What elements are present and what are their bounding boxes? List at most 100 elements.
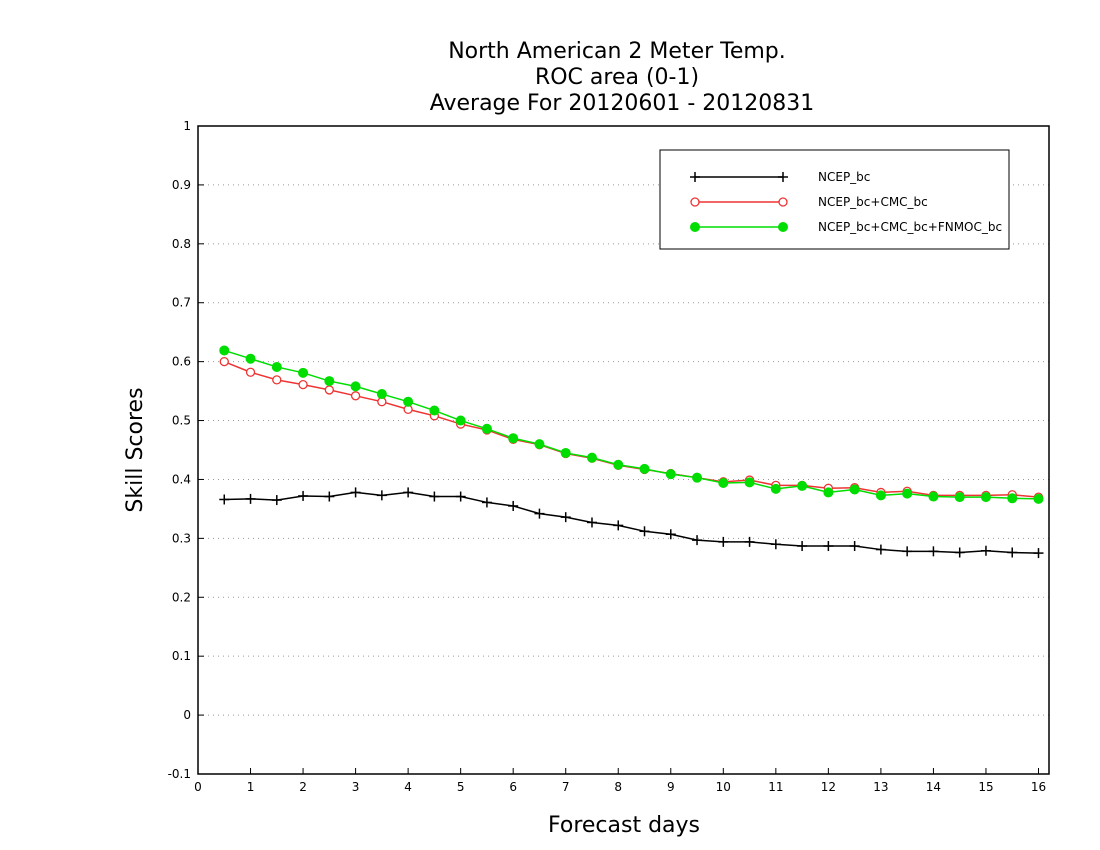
series-layer [219,345,1044,559]
data-point [823,541,834,552]
data-point [665,469,676,480]
data-point [298,379,308,390]
data-point [271,361,282,372]
data-point [692,472,703,483]
data-point [429,491,440,502]
y-tick-label: 0 [183,708,191,722]
data-point [954,492,965,503]
data-point [797,541,808,552]
data-point [980,545,991,556]
data-point [770,483,781,494]
data-point [219,345,230,356]
y-tick-label: 0.1 [172,649,191,663]
x-tick-label: 6 [509,780,517,794]
data-point [770,539,781,550]
x-tick-label: 4 [404,780,412,794]
data-point [1033,493,1044,504]
x-tick-label: 1 [247,780,255,794]
data-point [429,405,440,416]
legend-label: NCEP_bc+CMC_bc+FNMOC_bc [818,220,1002,234]
data-point [560,512,571,523]
x-axis-ticks: 0 1 2 3 4 5 6 7 8 9 10 11 12 13 14 15 16 [194,768,1046,794]
data-point [534,439,545,450]
x-tick-label: 16 [1031,780,1046,794]
y-tick-label: -0.1 [168,767,191,781]
plot-frame [197,125,1050,775]
legend-box [659,149,1010,250]
y-axis-ticks: -0.1 0 0.1 0.2 0.3 0.4 0.5 0.6 0.7 0.8 0.9 1 [168,119,204,781]
data-point [245,493,256,504]
x-tick-label: 11 [768,780,783,794]
data-point [376,490,387,501]
grid-lines [198,184,1049,716]
data-point [350,487,361,498]
data-point [1033,548,1044,559]
x-tick-label: 3 [352,780,360,794]
x-tick-label: 13 [873,780,888,794]
x-tick-label: 14 [926,780,941,794]
data-point [928,491,939,502]
x-tick-label: 9 [667,780,675,794]
legend-marker [778,197,788,207]
data-point [744,477,755,488]
data-point [508,433,519,444]
data-point [324,385,334,395]
data-point [586,517,597,528]
data-point [718,536,729,547]
y-tick-label: 0.7 [172,296,191,310]
x-tick-label: 15 [978,780,993,794]
data-point [1007,493,1018,504]
legend-marker [690,222,700,232]
data-point [350,391,361,401]
data-point [455,491,466,502]
data-point [823,487,834,498]
legend-label: NCEP_bc [818,170,870,184]
data-point [376,389,387,400]
data-point [875,490,886,501]
y-tick-label: 0.4 [172,472,191,486]
x-tick-label: 7 [562,780,570,794]
series-line [224,349,1039,500]
title-line-2: ROC area (0-1) [535,65,699,90]
y-tick-label: 0.9 [172,178,191,192]
data-point [980,492,991,503]
x-tick-label: 2 [299,780,307,794]
data-point [1007,547,1018,558]
legend-items: NCEP_bc NCEP_bc+CMC_bc NCEP_bc+CMC_bc+FNMO… [690,170,1002,234]
x-axis-label: Forecast days [548,813,700,838]
data-point [718,477,729,488]
x-tick-label: 12 [821,780,836,794]
data-point [613,520,624,531]
data-point [455,415,466,426]
data-point [403,487,414,498]
data-point [902,488,913,499]
series-line [223,360,1039,498]
data-point [508,500,519,511]
y-tick-label: 1 [183,119,191,133]
data-point [350,381,361,392]
data-point [902,546,913,557]
data-point [403,396,414,407]
data-point [272,375,282,385]
title-line-1: North American 2 Meter Temp. [448,39,786,64]
data-point [298,490,309,501]
data-point [586,452,597,463]
data-point [245,367,256,377]
series-3 [219,345,1044,504]
y-tick-label: 0.8 [172,237,191,251]
y-axis-label: Skill Scores [123,387,148,512]
data-point [324,491,335,502]
chart-title: North American 2 Meter Temp. ROC area (0… [430,39,815,116]
legend-entry: NCEP_bc+CMC_bc [690,195,928,209]
title-line-3: Average For 20120601 - 20120831 [430,91,815,116]
data-point [613,459,624,470]
legend-label: NCEP_bc+CMC_bc [818,195,928,209]
x-tick-label: 0 [194,780,202,794]
y-tick-label: 0.3 [172,531,191,545]
data-point [481,497,492,508]
data-point [219,494,230,505]
legend-entry: NCEP_bc [690,170,870,184]
data-point [534,508,545,519]
data-point [639,463,650,474]
